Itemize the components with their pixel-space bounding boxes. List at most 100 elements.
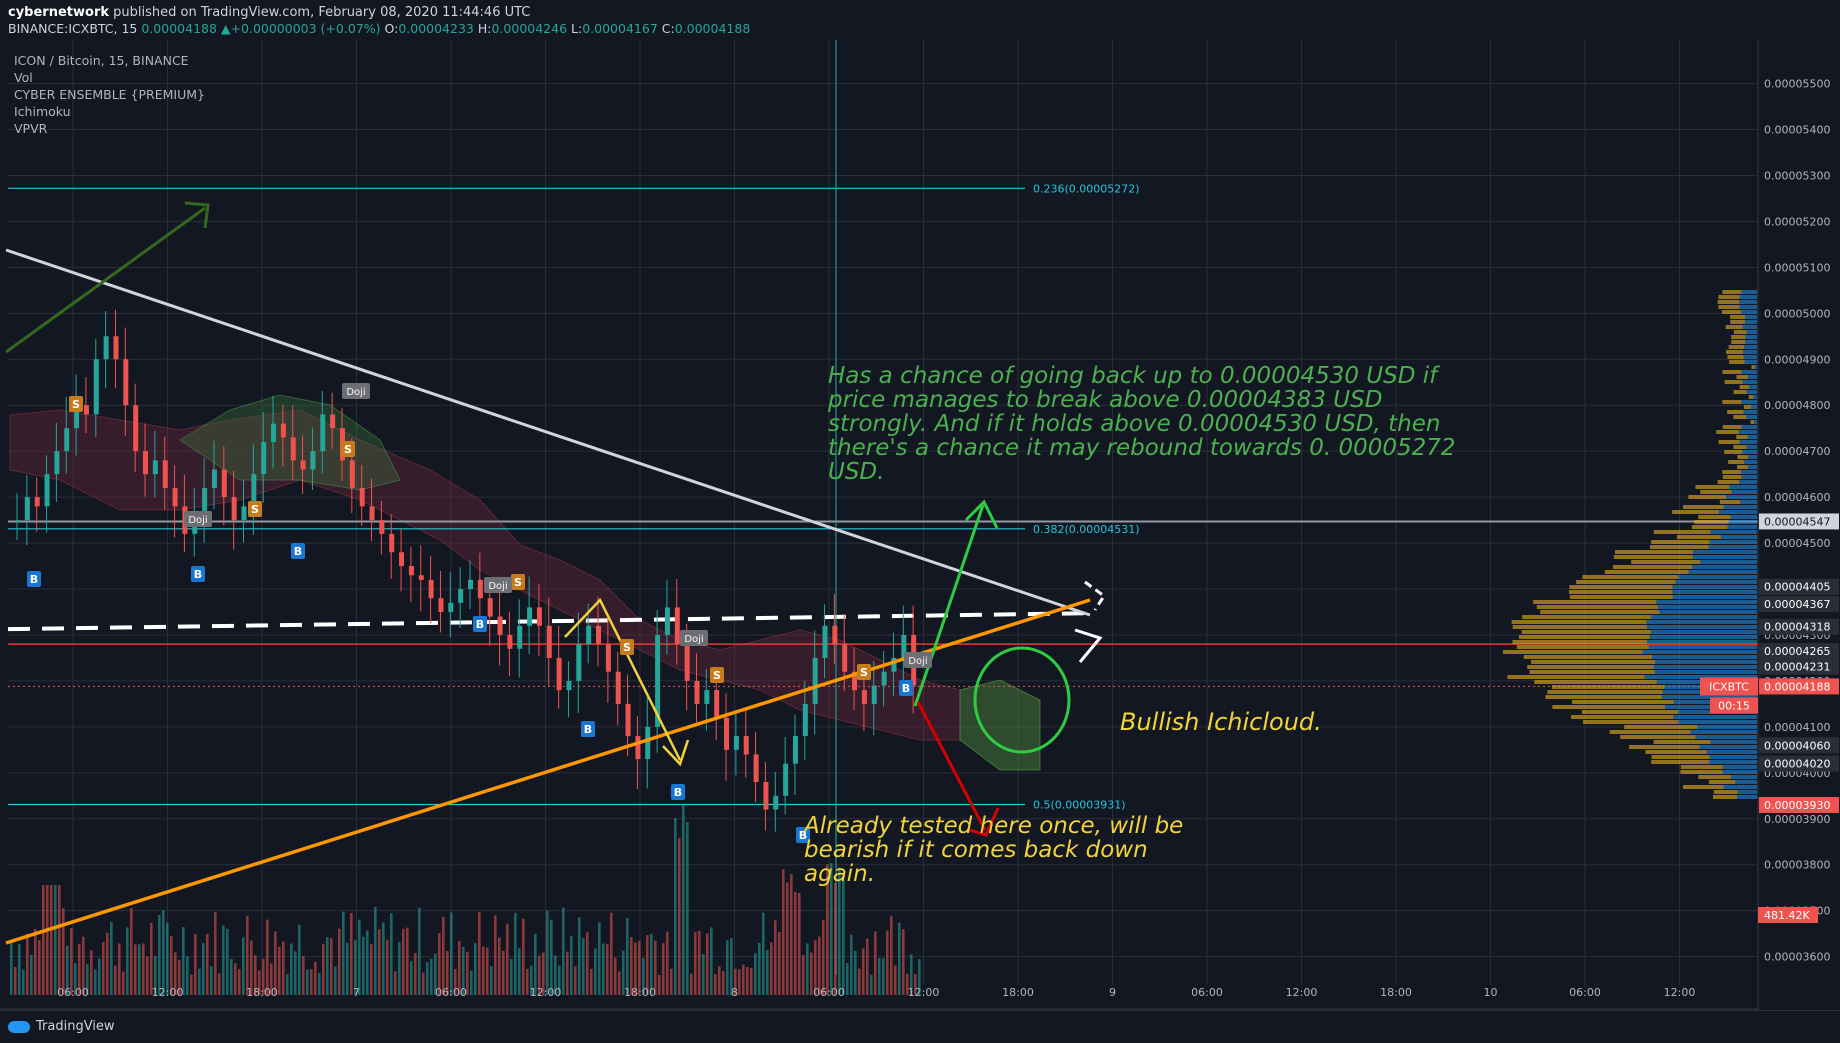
vp-bar-gold [1676,535,1721,539]
volume-bar [778,931,781,995]
volume-bar [214,912,217,995]
vp-bar-blue [1739,480,1757,484]
volume-bar [62,908,65,995]
doji-marker-text: Doji [684,634,703,645]
time-axis: 06:00 12:00 18:00 7 06:00 12:00 18:00 8 06:00 12:… [0,986,1758,1010]
doji-marker-text: Doji [346,387,365,398]
time-tick-label: 12:00 [1664,986,1696,999]
vp-bar-blue [1706,750,1757,754]
volume-bar [818,936,821,995]
vp-bar-blue [1744,460,1757,464]
vp-bar-gold [1737,455,1749,459]
candle-body [310,451,316,470]
vp-bar-gold [1698,775,1731,779]
signal-marker-text: S [713,669,721,682]
volume-bar [766,949,769,995]
vp-bar-gold [1724,380,1743,384]
candle-body [83,405,89,415]
volume-bar [694,931,697,995]
vp-bar-blue [1672,590,1757,594]
volume-bar [886,930,889,995]
vp-bar-blue [1737,790,1757,794]
vp-bar-gold [1521,630,1652,634]
vp-bar-blue [1720,535,1757,539]
vp-bar-blue [1661,695,1757,699]
volume-bar [418,907,421,995]
volume-bar [302,956,305,995]
candle-body [133,405,139,452]
vp-bar-blue [1741,400,1757,404]
vp-bar-gold [1604,570,1689,574]
volume-bar [638,941,641,995]
candle-body [172,487,178,507]
candle-body [477,579,483,599]
vp-bar-gold [1569,585,1673,589]
vp-bar-blue [1651,615,1757,619]
green-arrow-topleft [5,206,206,354]
volume-bar [902,929,905,995]
vp-bar-gold [1531,660,1656,664]
volume-bar [526,968,529,995]
volume-bar [162,910,165,995]
vp-bar-gold [1719,500,1741,504]
candle-body [724,717,730,750]
open-value: 0.00004233 [398,21,474,36]
signal-markers: B B B B B B B B S S S S S S S Doji Doji Doji Doji Doji [27,383,932,843]
price-tick-label: 0.00003600 [1764,951,1830,964]
doji-marker-bg [484,577,512,593]
vp-bar-blue [1751,405,1757,409]
volume-bar [730,938,733,995]
volume-bar [10,940,13,995]
candle-body [605,644,611,672]
candle-body [231,497,237,521]
volume-bar [806,943,809,995]
indicator-cyber-ensemble[interactable]: CYBER ENSEMBLE {PREMIUM} [14,87,205,102]
candle-body [763,782,769,810]
price-tag-bg [1759,618,1839,635]
volume-bar [558,965,561,995]
author-name[interactable]: cybernetwork [8,5,109,20]
indicator-ichimoku[interactable]: Ichimoku [14,104,71,119]
vp-bar-gold [1571,715,1674,719]
candle-body [93,359,99,415]
volume-bar [106,932,109,995]
volume-bar [306,969,309,995]
price-chart[interactable]: 0.236(0.00005272) 0.382(0.00004531) 0.5(0.… [0,40,1840,1010]
vp-bar-blue [1709,760,1757,764]
candle-body [773,795,779,810]
volume-bar [98,958,101,995]
volume-bar [110,921,113,995]
candle-body [241,506,247,521]
time-tick-label: 06:00 [57,986,89,999]
volume-bar [250,940,253,995]
volume-bar [598,922,601,995]
volume-bar [770,942,773,995]
candle-body [103,336,109,360]
price-tag-bg [1759,755,1839,772]
vp-bar-gold [1691,525,1728,529]
vp-bar-blue [1656,600,1757,604]
tradingview-logo[interactable]: TradingView [8,1019,115,1034]
volume-bar [726,940,729,995]
candle-body [674,607,680,645]
volume-bar [690,973,693,995]
volume-bar [370,944,373,995]
indicator-volume[interactable]: Vol [14,70,33,85]
fib-levels: 0.236(0.00005272) 0.382(0.00004531) 0.5(0.… [8,182,1140,812]
candle-body [891,657,897,672]
fib-label: 0.5(0.00003931) [1033,799,1126,812]
volume-bar [918,959,921,995]
cloud-bullish [179,394,401,491]
doji-marker-text: Doji [188,515,207,526]
indicator-vpvr[interactable]: VPVR [14,121,48,136]
candle-body [468,579,473,590]
candle-body [625,703,631,737]
volume-bar [610,912,613,995]
price-tick-label: 0.00004800 [1764,399,1830,412]
signal-marker-text: B [584,723,592,736]
vp-bar-blue [1745,335,1757,339]
volume-bar [802,955,805,995]
candle-body [871,685,877,704]
volume-bar [878,958,881,995]
indicator-main-series[interactable]: ICON / Bitcoin, 15, BINANCE [14,53,189,68]
